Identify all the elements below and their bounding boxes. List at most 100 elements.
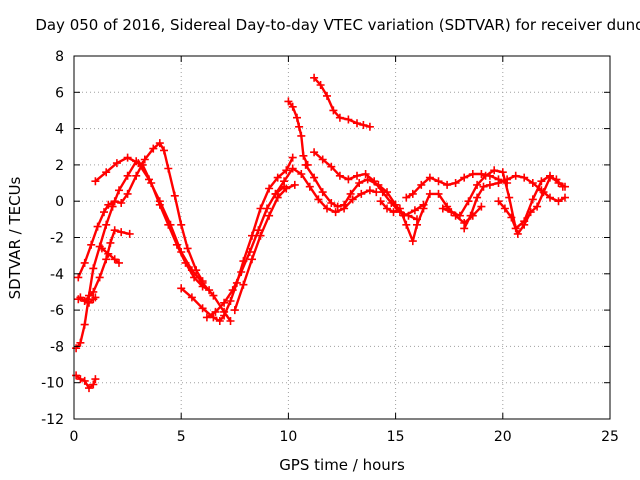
data-point	[80, 376, 89, 385]
data-point	[104, 249, 113, 258]
data-point	[419, 204, 428, 213]
data-point	[89, 287, 98, 296]
x-tick-label: 15	[387, 429, 405, 445]
data-point	[528, 179, 537, 187]
data-point	[76, 293, 85, 302]
data-point	[318, 188, 327, 197]
data-point	[410, 206, 419, 215]
data-point	[170, 191, 179, 200]
data-point	[95, 273, 104, 282]
data-point	[314, 195, 323, 204]
data-point	[256, 231, 265, 240]
data-point	[155, 197, 164, 206]
data-point	[290, 180, 299, 189]
data-point	[310, 173, 319, 182]
data-point	[282, 166, 291, 175]
data-point	[282, 184, 291, 193]
series-arc-18	[438, 166, 569, 233]
data-point	[183, 244, 192, 253]
data-point	[104, 200, 113, 209]
data-point	[355, 179, 364, 187]
data-point	[395, 204, 404, 213]
data-point	[348, 195, 357, 204]
data-point	[498, 168, 507, 177]
data-point	[303, 160, 312, 169]
data-point	[353, 119, 361, 128]
y-tick-label: -10	[41, 376, 64, 392]
data-point	[85, 298, 93, 307]
series-trace	[233, 183, 296, 312]
y-tick-label: -4	[50, 267, 64, 283]
data-point	[209, 291, 218, 300]
data-point	[97, 244, 106, 253]
y-tick-label: 8	[55, 49, 64, 65]
data-point	[546, 193, 554, 202]
data-point	[102, 220, 111, 229]
data-point	[539, 188, 548, 197]
data-point	[123, 171, 132, 180]
y-tick-label: 2	[55, 158, 64, 174]
data-point	[316, 81, 325, 89]
y-tick-label: -8	[50, 339, 64, 355]
data-point	[346, 189, 355, 198]
data-point	[284, 97, 293, 106]
data-point	[145, 175, 153, 184]
data-point	[520, 220, 529, 229]
data-point	[404, 211, 413, 220]
x-tick-label: 10	[279, 429, 297, 445]
data-point	[100, 208, 108, 217]
data-point	[417, 180, 426, 189]
y-tick-label: -2	[50, 231, 64, 247]
data-point	[230, 306, 239, 315]
data-point	[76, 338, 85, 347]
data-point	[323, 204, 331, 213]
data-point	[561, 193, 569, 202]
y-tick-label: -12	[41, 412, 64, 428]
data-point	[494, 179, 503, 187]
series-arc-20	[494, 173, 567, 238]
data-point	[80, 258, 89, 267]
data-point	[117, 228, 126, 237]
data-point	[187, 293, 196, 302]
x-tick-label: 0	[70, 429, 79, 445]
data-point	[333, 202, 342, 211]
data-point	[93, 222, 102, 231]
data-point	[288, 153, 297, 162]
data-point	[310, 148, 319, 157]
data-point	[507, 213, 516, 222]
series-arc-6	[74, 293, 100, 307]
data-point	[115, 258, 123, 267]
data-point	[198, 304, 207, 313]
data-point	[365, 186, 374, 195]
data-point	[344, 115, 353, 124]
data-point	[110, 255, 119, 264]
data-point	[288, 164, 297, 173]
y-axis-label: SDTVAR / TECUs	[6, 176, 24, 299]
data-point	[455, 211, 464, 220]
data-point	[226, 317, 235, 325]
data-point	[359, 121, 368, 129]
data-point	[102, 168, 111, 177]
data-point	[177, 220, 186, 229]
data-point	[80, 320, 89, 329]
data-point	[271, 189, 280, 198]
data-point	[361, 170, 370, 178]
y-tick-label: -6	[50, 303, 64, 319]
series-arc-1	[72, 157, 214, 353]
data-point	[140, 155, 149, 164]
data-point	[513, 229, 522, 238]
data-point	[335, 113, 344, 122]
data-point	[91, 293, 100, 302]
data-point	[327, 162, 336, 171]
data-point	[166, 220, 175, 229]
data-point	[226, 297, 235, 305]
data-point	[494, 197, 503, 206]
data-point	[466, 211, 475, 220]
series-trace	[100, 247, 121, 265]
data-point	[202, 313, 211, 322]
data-point	[503, 175, 512, 184]
data-point	[546, 173, 554, 182]
data-point	[134, 159, 143, 168]
series-trace	[205, 185, 286, 319]
